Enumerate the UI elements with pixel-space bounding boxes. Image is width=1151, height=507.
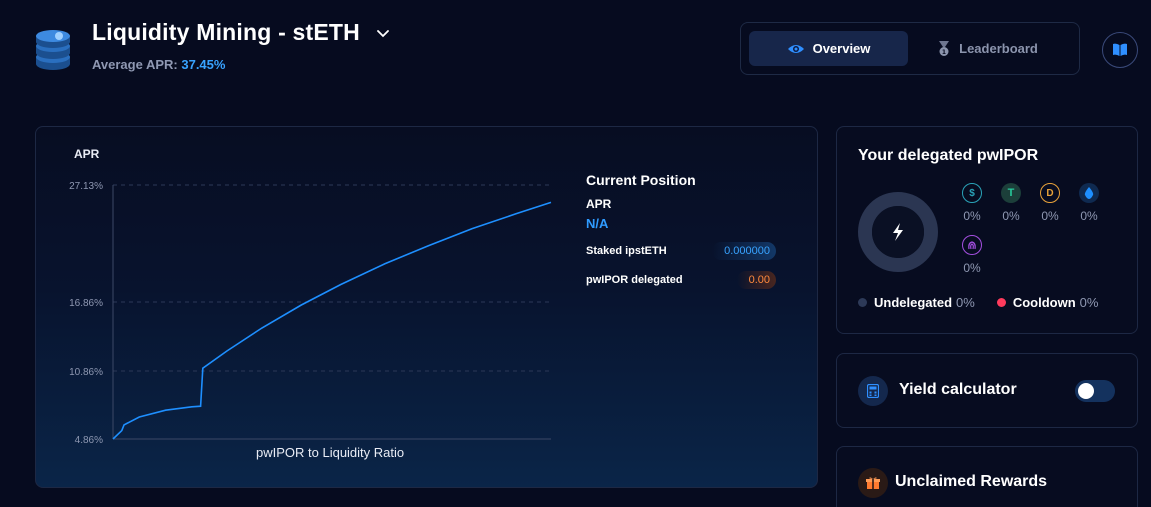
docs-button[interactable] (1102, 32, 1138, 68)
delegation-legend: Undelegated 0% Cooldown 0% (858, 295, 1098, 310)
staked-row: Staked ipstETH 0.000000 (586, 241, 776, 261)
current-position-title: Current Position (586, 172, 696, 188)
staked-value: 0.000000 (712, 242, 776, 260)
yield-calculator-label: Yield calculator (899, 381, 1017, 398)
position-apr-label: APR (586, 197, 612, 211)
current-position-panel: Current Position APR N/A Staked ipstETH … (586, 172, 776, 299)
calculator-icon (858, 376, 888, 406)
eye-icon (787, 44, 804, 53)
steth-stack-logo (36, 30, 70, 70)
yield-calculator-toggle[interactable] (1075, 380, 1115, 402)
chart-x-axis-label: pwIPOR to Liquidity Ratio (256, 445, 405, 460)
token-usdt-pct: 0% (1002, 209, 1020, 223)
chevron-down-icon[interactable] (376, 26, 390, 40)
svg-text:1: 1 (942, 49, 946, 56)
undelegated-dot (858, 298, 867, 307)
gift-icon (858, 468, 888, 498)
view-tabs: Overview 1 Leaderboard (740, 22, 1080, 75)
fingerprint-icon (962, 235, 982, 255)
chart-y-tick-label: 10.86% (69, 367, 103, 378)
cooldown-dot (996, 298, 1006, 307)
token-eth-pct: 0% (1080, 209, 1098, 223)
usdc-icon: $ (962, 183, 982, 203)
average-apr: Average APR: 37.45% (92, 57, 225, 72)
cooldown-label: Cooldown (1012, 295, 1076, 310)
yield-calculator-card: Yield calculator (836, 353, 1138, 428)
token-dai: D 0% (1035, 183, 1065, 223)
page-title[interactable]: Liquidity Mining - stETH (92, 19, 390, 46)
apr-chart-card: APR 27.13% 16.86% 10.86% 4.86% pwIPOR to Li… (35, 126, 818, 488)
delegated-value: 0.00 (736, 271, 776, 289)
unclaimed-rewards-card[interactable]: Unclaimed Rewards (836, 446, 1138, 507)
chart-series-line (112, 201, 552, 440)
position-apr-value: N/A (586, 216, 609, 231)
chart-y-axis-label: APR (74, 147, 100, 161)
token-fingerprint: 0% (957, 235, 987, 275)
tab-leaderboard-label: Leaderboard (959, 41, 1038, 56)
tab-leaderboard[interactable]: 1 Leaderboard (908, 31, 1067, 66)
delegated-label: pwIPOR delegated (586, 274, 683, 286)
delegated-title: Your delegated pwIPOR (858, 147, 1039, 164)
tab-overview-label: Overview (812, 41, 871, 56)
book-icon (1113, 43, 1127, 56)
legend-cooldown: Cooldown 0% (996, 295, 1099, 310)
staked-label: Staked ipstETH (586, 245, 667, 257)
token-usdc: $ 0% (957, 183, 987, 223)
chart-y-tick-label: 4.86% (75, 435, 103, 446)
apr-chart: 27.13% 16.86% 10.86% 4.86% (69, 181, 552, 446)
delegated-pwipor-card: Your delegated pwIPOR $ 0% T 0% D 0% (836, 126, 1138, 334)
legend-undelegated: Undelegated 0% (858, 295, 975, 310)
dai-icon: D (1040, 183, 1060, 203)
chart-y-tick-label: 27.13% (69, 181, 103, 192)
cooldown-value: 0% (1079, 295, 1099, 310)
delegation-donut (858, 192, 938, 272)
tab-overview[interactable]: Overview (749, 31, 908, 66)
page-header: Liquidity Mining - stETH Average APR: 37… (0, 0, 1151, 100)
token-eth: 0% (1074, 183, 1104, 223)
token-usdt: T 0% (996, 183, 1026, 223)
unclaimed-rewards-label: Unclaimed Rewards (895, 473, 1048, 490)
toggle-knob (1078, 383, 1094, 399)
page-title-text: Liquidity Mining - stETH (92, 19, 360, 45)
token-usdc-pct: 0% (963, 209, 981, 223)
average-apr-value: 37.45% (181, 57, 226, 72)
medal-icon: 1 (939, 40, 950, 56)
token-dai-pct: 0% (1041, 209, 1059, 223)
chart-y-tick-label: 16.86% (69, 298, 103, 309)
average-apr-label: Average APR: (92, 57, 178, 72)
undelegated-label: Undelegated (874, 295, 953, 310)
usdt-icon: T (1001, 183, 1021, 203)
eth-drop-icon (1079, 183, 1099, 203)
lightning-icon (893, 223, 903, 241)
delegated-row: pwIPOR delegated 0.00 (586, 270, 776, 290)
undelegated-value: 0% (956, 295, 975, 310)
token-fingerprint-pct: 0% (963, 261, 981, 275)
